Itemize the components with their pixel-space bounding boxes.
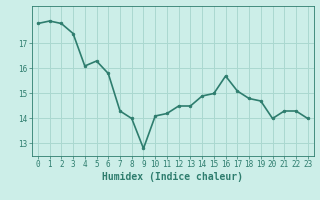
X-axis label: Humidex (Indice chaleur): Humidex (Indice chaleur) [102,172,243,182]
